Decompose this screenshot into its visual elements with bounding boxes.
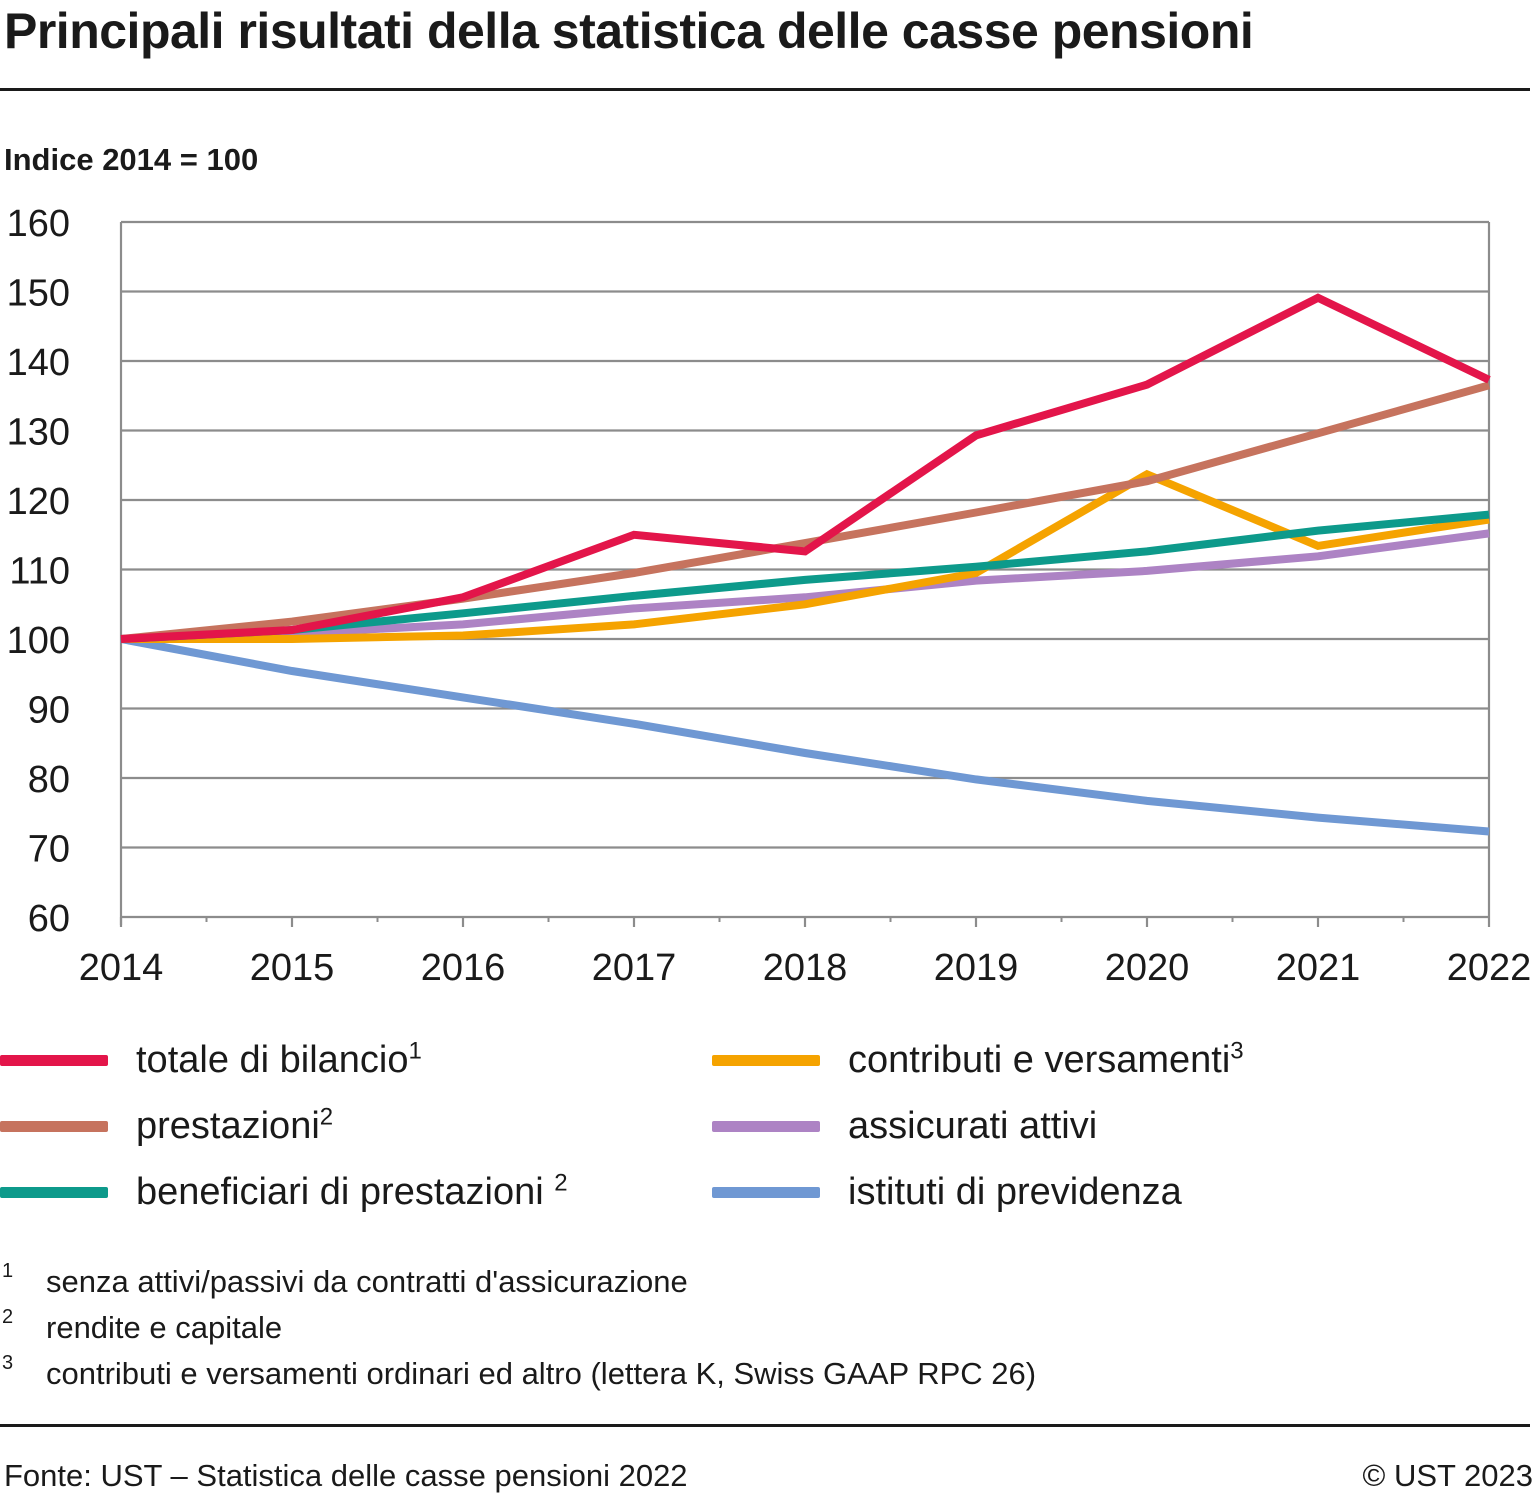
series-line-beneficiari-di-prestazioni xyxy=(120,510,1490,643)
legend-swatch xyxy=(0,1186,108,1198)
legend-item-assicurati-attivi: assicurati attivi xyxy=(712,1096,1097,1156)
legend-label: contributi e versamenti3 xyxy=(848,1036,1244,1081)
legend-item-istituti-di-previdenza: istituti di previdenza xyxy=(712,1162,1182,1222)
y-tick-label: 130 xyxy=(7,412,70,454)
footnote-text: rendite e capitale xyxy=(46,1310,283,1345)
series-line-assicurati-attivi xyxy=(120,529,1490,643)
x-tick-label: 2022 xyxy=(1447,947,1532,989)
legend-label: totale di bilancio1 xyxy=(136,1036,422,1081)
footer-divider xyxy=(0,1424,1530,1427)
legend-item-prestazioni: prestazioni2 xyxy=(0,1096,333,1156)
footnote-mark: 3 xyxy=(2,1352,14,1374)
legend-swatch xyxy=(0,1120,108,1132)
y-tick-label: 70 xyxy=(28,829,70,871)
chart-title: Principali risultati della statistica de… xyxy=(4,3,1254,59)
legend-item-beneficiari-di-prestazioni: beneficiari di prestazioni 2 xyxy=(0,1162,568,1222)
legend-item-contributi-e-versamenti: contributi e versamenti3 xyxy=(712,1030,1244,1090)
legend-label: prestazioni2 xyxy=(136,1102,334,1147)
y-tick-label: 140 xyxy=(7,342,70,384)
source-note: Fonte: UST – Statistica delle casse pens… xyxy=(4,1458,688,1493)
y-axis-unit-label: Indice 2014 = 100 xyxy=(4,142,259,177)
x-tick-label: 2014 xyxy=(79,947,164,989)
line-chart: 60 70 80 90 100 110 120 130 140 150 160 2014 2015 201… xyxy=(7,203,1532,989)
y-tick-label: 150 xyxy=(7,273,70,315)
x-tick-label: 2021 xyxy=(1276,947,1361,989)
legend-item-totale-di-bilancio: totale di bilancio1 xyxy=(0,1030,422,1090)
series-line-contributi-e-versamenti xyxy=(121,469,1490,643)
y-tick-label: 60 xyxy=(28,898,70,940)
legend-label: assicurati attivi xyxy=(848,1104,1098,1147)
legend-swatch xyxy=(712,1186,820,1198)
legend-label: istituti di previdenza xyxy=(848,1170,1182,1213)
y-tick-label: 90 xyxy=(28,690,70,732)
series-line-prestazioni xyxy=(120,381,1491,643)
x-tick-label: 2018 xyxy=(763,947,848,989)
copyright-note: © UST 2023 xyxy=(1362,1458,1533,1493)
legend-swatch xyxy=(0,1054,108,1066)
x-tick-label: 2020 xyxy=(1105,947,1190,989)
x-tick-label: 2015 xyxy=(250,947,335,989)
y-tick-label: 160 xyxy=(7,203,70,245)
legend-swatch xyxy=(712,1120,820,1132)
legend-swatch xyxy=(712,1054,820,1066)
y-tick-label: 110 xyxy=(9,551,70,593)
footnote-text: senza attivi/passivi da contratti d'assi… xyxy=(46,1264,688,1299)
footnote-mark: 2 xyxy=(2,1306,14,1328)
x-tick-label: 2019 xyxy=(934,947,1019,989)
x-tick-label: 2016 xyxy=(421,947,506,989)
y-tick-label: 100 xyxy=(7,620,70,662)
footnote-text: contributi e versamenti ordinari ed altr… xyxy=(46,1356,1037,1391)
series-line-totale-di-bilancio xyxy=(120,293,1491,643)
y-tick-label: 80 xyxy=(28,759,70,801)
title-divider xyxy=(0,88,1530,91)
legend-label: beneficiari di prestazioni 2 xyxy=(136,1168,568,1213)
series-line-istituti-di-previdenza xyxy=(120,635,1490,836)
y-tick-label: 120 xyxy=(7,481,70,523)
x-tick-label: 2017 xyxy=(592,947,677,989)
chart-legend: totale di bilancio1 prestazioni2 benefic… xyxy=(0,1020,1530,1230)
footnote-mark: 1 xyxy=(2,1260,14,1282)
